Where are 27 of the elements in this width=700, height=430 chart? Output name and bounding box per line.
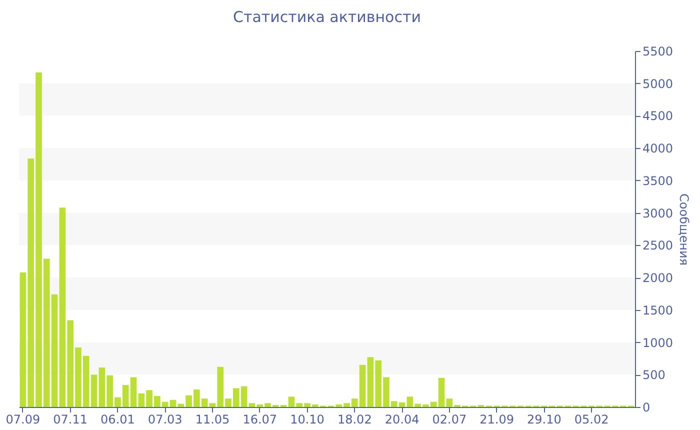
x-tick-label: 07.11 [53, 412, 88, 426]
x-tick-label: 16.07 [242, 412, 278, 426]
y-tick-label: 2500 [642, 238, 674, 253]
x-tick-label: 21.09 [480, 412, 514, 426]
x-tick-label: 02.07 [432, 412, 467, 426]
x-tick-label: 20.04 [384, 412, 420, 426]
x-tick-label: 07.09 [6, 412, 40, 426]
x-tick-label: 05.02 [574, 412, 609, 426]
y-tick-label: 500 [642, 368, 666, 382]
x-tick-label: 29.10 [527, 412, 562, 426]
y-tick-label: 0 [642, 400, 650, 414]
y-tick-label: 5000 [642, 76, 674, 91]
y-tick-label: 5500 [642, 44, 674, 58]
x-tick-label: 06.01 [100, 412, 135, 426]
y-tick-label: 3000 [642, 206, 674, 220]
y-tick-label: 2000 [642, 271, 674, 286]
y-tick-label: 3500 [642, 174, 674, 188]
x-tick-label: 11.05 [195, 412, 230, 426]
y-tick-label: 4000 [642, 142, 674, 156]
y-tick-label: 1000 [642, 336, 674, 350]
y-tick-label: 1500 [642, 303, 674, 318]
chart-title: Статистика активности [233, 8, 421, 26]
y-axis-title: Сообщения [677, 193, 692, 266]
y-tick-label: 4500 [642, 109, 674, 124]
x-tick-label: 18.02 [337, 412, 372, 426]
x-tick-label: 07.03 [148, 412, 182, 426]
x-tick-label: 10.10 [290, 412, 324, 426]
